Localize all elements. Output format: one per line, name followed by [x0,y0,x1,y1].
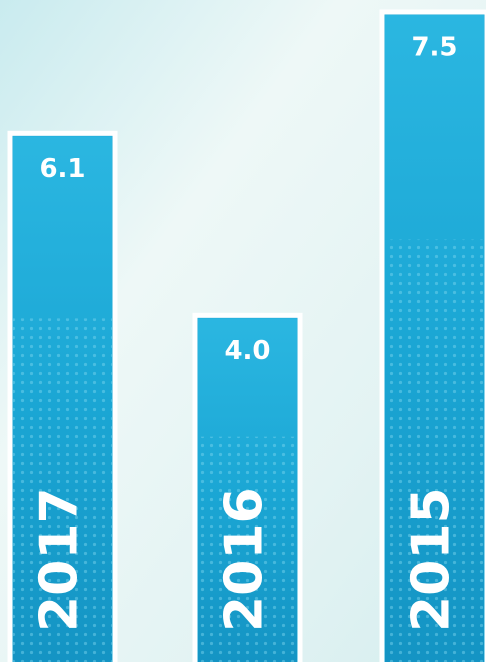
category-label: 2015 [402,487,462,632]
category-label: 2017 [30,487,90,632]
value-label: 6.1 [39,154,85,184]
category-label: 2016 [215,487,275,632]
value-label: 4.0 [224,336,270,366]
value-label: 7.5 [411,33,457,63]
chart: 6.1 2017 4.0 2016 7.5 2015 [0,0,486,662]
page: 6.120174.020167.52015 (() => { const dat… [0,0,486,662]
